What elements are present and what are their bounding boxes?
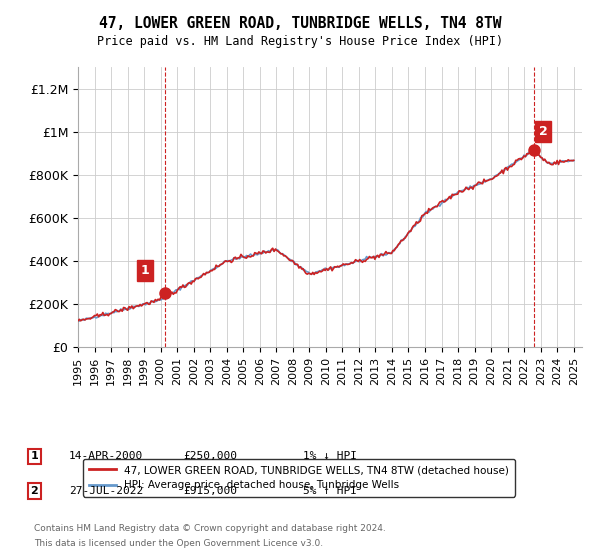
Text: 1% ↓ HPI: 1% ↓ HPI [303, 451, 357, 461]
Text: £250,000: £250,000 [183, 451, 237, 461]
Text: 1: 1 [140, 264, 149, 277]
Text: Contains HM Land Registry data © Crown copyright and database right 2024.: Contains HM Land Registry data © Crown c… [34, 524, 386, 533]
Text: £915,000: £915,000 [183, 486, 237, 496]
Text: 27-JUL-2022: 27-JUL-2022 [69, 486, 143, 496]
Text: 5% ↑ HPI: 5% ↑ HPI [303, 486, 357, 496]
Text: 2: 2 [31, 486, 38, 496]
Text: 1: 1 [31, 451, 38, 461]
Text: 2: 2 [539, 125, 547, 138]
Text: Price paid vs. HM Land Registry's House Price Index (HPI): Price paid vs. HM Land Registry's House … [97, 35, 503, 48]
Text: 47, LOWER GREEN ROAD, TUNBRIDGE WELLS, TN4 8TW: 47, LOWER GREEN ROAD, TUNBRIDGE WELLS, T… [99, 16, 501, 31]
Text: This data is licensed under the Open Government Licence v3.0.: This data is licensed under the Open Gov… [34, 539, 323, 548]
Text: 14-APR-2000: 14-APR-2000 [69, 451, 143, 461]
Legend: 47, LOWER GREEN ROAD, TUNBRIDGE WELLS, TN4 8TW (detached house), HPI: Average pr: 47, LOWER GREEN ROAD, TUNBRIDGE WELLS, T… [83, 459, 515, 497]
